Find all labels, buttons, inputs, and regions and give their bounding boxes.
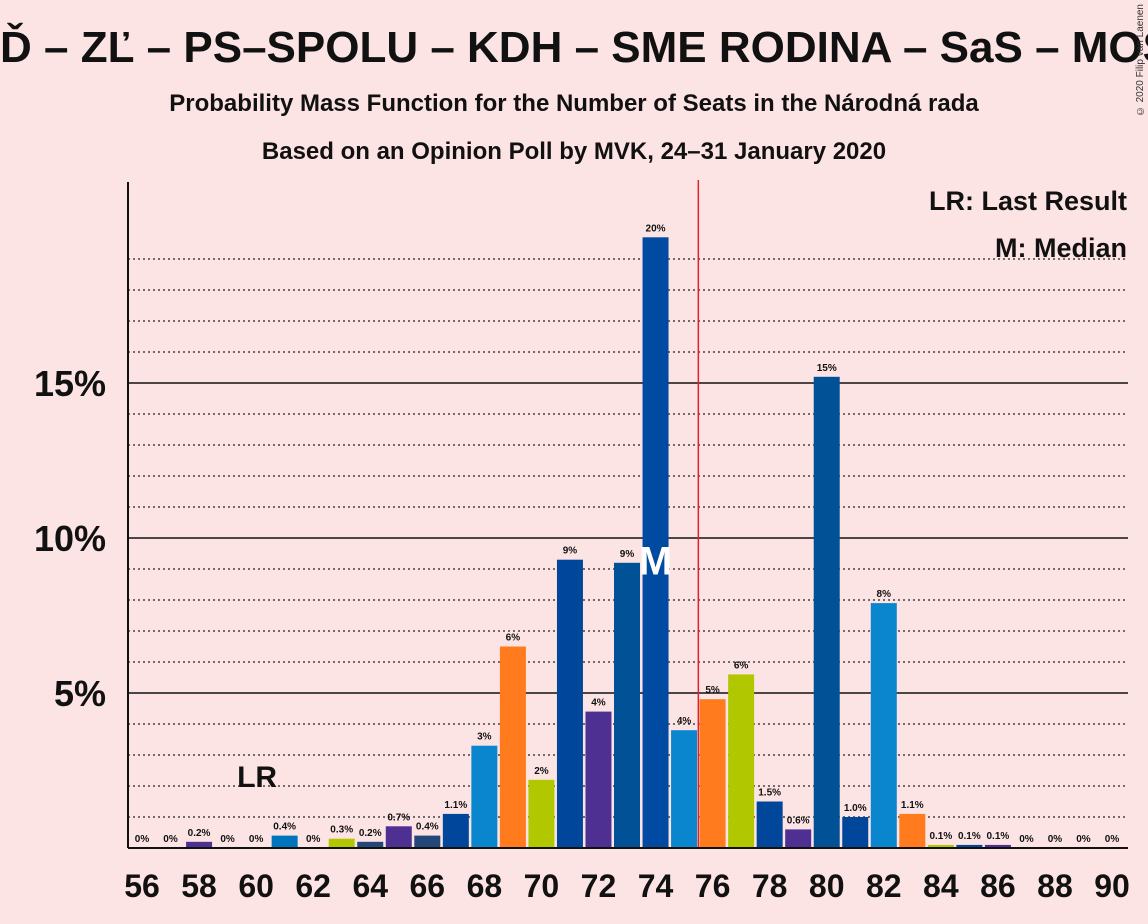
x-tick-label: 72 — [581, 868, 617, 904]
data-label: 0.2% — [359, 828, 382, 839]
bar-seat-80 — [813, 376, 840, 848]
bar-seat-69 — [499, 646, 526, 848]
data-label: 0.2% — [188, 828, 211, 839]
bar-seat-65 — [385, 826, 412, 848]
data-label: 0% — [1048, 834, 1063, 845]
data-label: 0.1% — [987, 831, 1010, 842]
data-label: 0.6% — [787, 815, 810, 826]
x-tick-label: 74 — [638, 868, 674, 904]
chart-subtitle: Probability Mass Function for the Number… — [169, 90, 979, 117]
x-tick-label: 58 — [181, 868, 217, 904]
bar-seat-83 — [899, 813, 926, 848]
data-label: 2% — [534, 766, 549, 777]
y-tick-label: 15% — [34, 363, 106, 404]
x-tick-label: 62 — [295, 868, 331, 904]
data-label: 0.4% — [273, 822, 296, 833]
bar-seat-71 — [556, 559, 583, 848]
bar-seat-76 — [699, 699, 726, 848]
data-label: 9% — [620, 549, 635, 560]
data-label: 0% — [135, 834, 150, 845]
bar-seat-79 — [785, 829, 812, 848]
x-tick-label: 60 — [238, 868, 274, 904]
data-label: 1.1% — [901, 800, 924, 811]
bar-seat-81 — [842, 817, 869, 848]
bar-seat-63 — [328, 838, 355, 848]
legend-median: M: Median — [995, 233, 1127, 263]
bar-seat-86 — [984, 844, 1011, 848]
median-marker: M — [639, 540, 672, 584]
bar-seat-77 — [728, 674, 755, 848]
data-label: 0% — [1076, 834, 1091, 845]
data-label: 3% — [477, 732, 492, 743]
data-label: 6% — [734, 660, 749, 671]
chart-subtitle-2: Based on an Opinion Poll by MVK, 24–31 J… — [261, 138, 887, 165]
x-tick-label: 66 — [410, 868, 446, 904]
x-tick-label: 82 — [866, 868, 902, 904]
x-tick-label: 88 — [1037, 868, 1073, 904]
chart-title: Ď – ZĽ – PS–SPOLU – KDH – SME RODINA – S… — [0, 23, 1148, 72]
data-label: 0.7% — [387, 812, 410, 823]
data-label: 0.3% — [330, 825, 353, 836]
bar-seat-67 — [442, 813, 469, 848]
data-label: 1.0% — [844, 803, 867, 814]
data-label: 20% — [646, 223, 666, 234]
legend-last-result: LR: Last Result — [929, 186, 1127, 216]
data-label: 0.1% — [929, 831, 952, 842]
data-label: 6% — [506, 633, 521, 644]
bar-seat-68 — [471, 745, 498, 848]
bar-seat-78 — [756, 801, 783, 848]
bar-seat-61 — [271, 835, 298, 848]
data-label: 4% — [591, 698, 606, 709]
bar-seat-85 — [956, 844, 983, 848]
bar-seat-70 — [528, 779, 555, 848]
data-label: 0% — [249, 834, 264, 845]
data-label: 9% — [563, 546, 578, 557]
bar-seat-82 — [870, 603, 897, 848]
bar-seat-72 — [585, 711, 612, 848]
x-tick-label: 70 — [524, 868, 560, 904]
data-label: 0.1% — [958, 831, 981, 842]
data-label: 0% — [306, 834, 321, 845]
y-tick-label: 10% — [34, 518, 106, 559]
x-tick-label: 80 — [809, 868, 845, 904]
data-label: 0% — [1019, 834, 1034, 845]
bar-seat-66 — [414, 835, 441, 848]
data-label: 1.5% — [758, 788, 781, 799]
x-tick-label: 84 — [923, 868, 959, 904]
data-label: 0% — [163, 834, 178, 845]
data-label: 8% — [877, 589, 892, 600]
x-tick-label: 78 — [752, 868, 788, 904]
y-tick-label: 5% — [54, 673, 106, 714]
x-tick-label: 76 — [695, 868, 731, 904]
bar-seat-84 — [927, 844, 954, 848]
data-label: 15% — [817, 363, 837, 374]
x-tick-label: 56 — [124, 868, 160, 904]
x-tick-label: 90 — [1094, 868, 1130, 904]
bar-seat-73 — [614, 562, 641, 848]
x-tick-label: 68 — [467, 868, 503, 904]
data-label: 0% — [1105, 834, 1120, 845]
bar-seat-64 — [357, 841, 384, 848]
data-label: 0.4% — [416, 822, 439, 833]
data-label: 4% — [677, 716, 692, 727]
data-label: 5% — [705, 685, 720, 696]
bar-seat-75 — [671, 730, 698, 848]
bar-seat-58 — [186, 841, 213, 848]
data-label: 0% — [220, 834, 235, 845]
data-label: 1.1% — [444, 800, 467, 811]
bar-seat-74 — [642, 237, 669, 849]
last-result-marker: LR — [237, 761, 277, 794]
x-tick-label: 86 — [980, 868, 1016, 904]
x-tick-label: 64 — [352, 868, 388, 904]
